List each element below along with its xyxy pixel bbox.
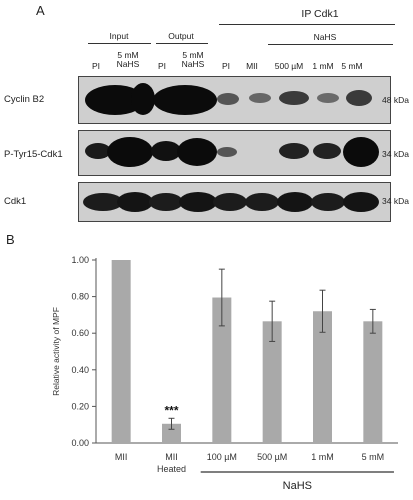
band [117,192,153,212]
row-label-cdk1: Cdk1 [4,196,27,207]
y-tick-label: 0.20 [71,401,89,411]
y-axis-label: Relative activity of MPF [51,307,61,396]
band [217,93,239,105]
lane-label-500um: 500 µM [274,61,304,71]
lane-label-nahs-output: 5 mM NaHS [181,50,205,69]
row-label-cyclin-b2: Cyclin B2 [4,94,45,105]
group-line-ip [219,24,395,25]
y-tick-label: 0.60 [71,328,89,338]
x-tick-label: 100 µM [207,452,237,462]
significance-annotation: *** [164,403,178,417]
band [343,137,379,167]
blot-cdk1 [78,182,391,222]
lane-label-1mm: 1 mM [312,61,334,71]
group-label-nahs: NaHS [313,32,337,42]
bar [363,321,383,443]
lane-label-mii: MII [246,61,258,71]
band [313,143,341,159]
blot-p-tyr15-cdk1 [78,130,391,176]
group-label-nahs: NaHS [283,480,312,492]
group-line-output [156,43,208,44]
kda-cyclin-b2: 48 kDa [382,95,409,105]
bar [111,260,131,443]
band [249,93,271,103]
group-label-ip-cdk1: IP Cdk1 [301,8,339,20]
group-label-output: Output [168,31,194,41]
band [311,193,345,211]
x-tick-label: Heated [157,464,186,474]
band [317,93,339,103]
band [279,91,309,105]
y-tick-label: 1.00 [71,255,89,265]
bar [313,311,332,443]
band [151,141,181,161]
lane-label-pi-ip: PI [221,61,231,71]
panel-b-label: B [6,232,15,247]
y-tick-label: 0.40 [71,365,89,375]
lane-label-pi-output: PI [157,61,167,71]
group-line-nahs [268,44,393,45]
band [149,193,183,211]
lane-label-5mm: 5 mM [341,61,363,71]
band [346,90,372,106]
band [107,137,153,167]
band [245,193,279,211]
band [179,192,217,212]
x-tick-label: MII [115,452,128,462]
kda-cdk1: 34 kDa [382,196,409,206]
band [217,147,237,157]
y-tick-label: 0.00 [71,438,89,448]
bar [162,423,181,443]
band [153,85,217,115]
band [85,143,111,159]
x-tick-label: 1 mM [311,452,334,462]
blot-cyclin-b2 [78,76,391,124]
panel-a-label: A [36,3,45,18]
band [277,192,313,212]
x-tick-label: 500 µM [257,452,287,462]
lane-label-pi-input: PI [91,61,101,71]
band [83,193,123,211]
band [213,193,247,211]
band [131,83,155,115]
band [343,192,379,212]
row-label-p-tyr15-cdk1: P-Tyr15-Cdk1 [4,149,63,160]
bar [262,321,282,443]
group-label-input: Input [109,31,129,41]
bar [212,297,232,443]
group-line-input [88,43,151,44]
x-tick-label: MII [165,452,178,462]
kda-p-tyr15-cdk1: 34 kDa [382,149,409,159]
x-tick-label: 5 mM [362,452,385,462]
band [279,143,309,159]
y-tick-label: 0.80 [71,292,89,302]
band [177,138,217,166]
lane-label-nahs-input: 5 mM NaHS [116,50,140,69]
